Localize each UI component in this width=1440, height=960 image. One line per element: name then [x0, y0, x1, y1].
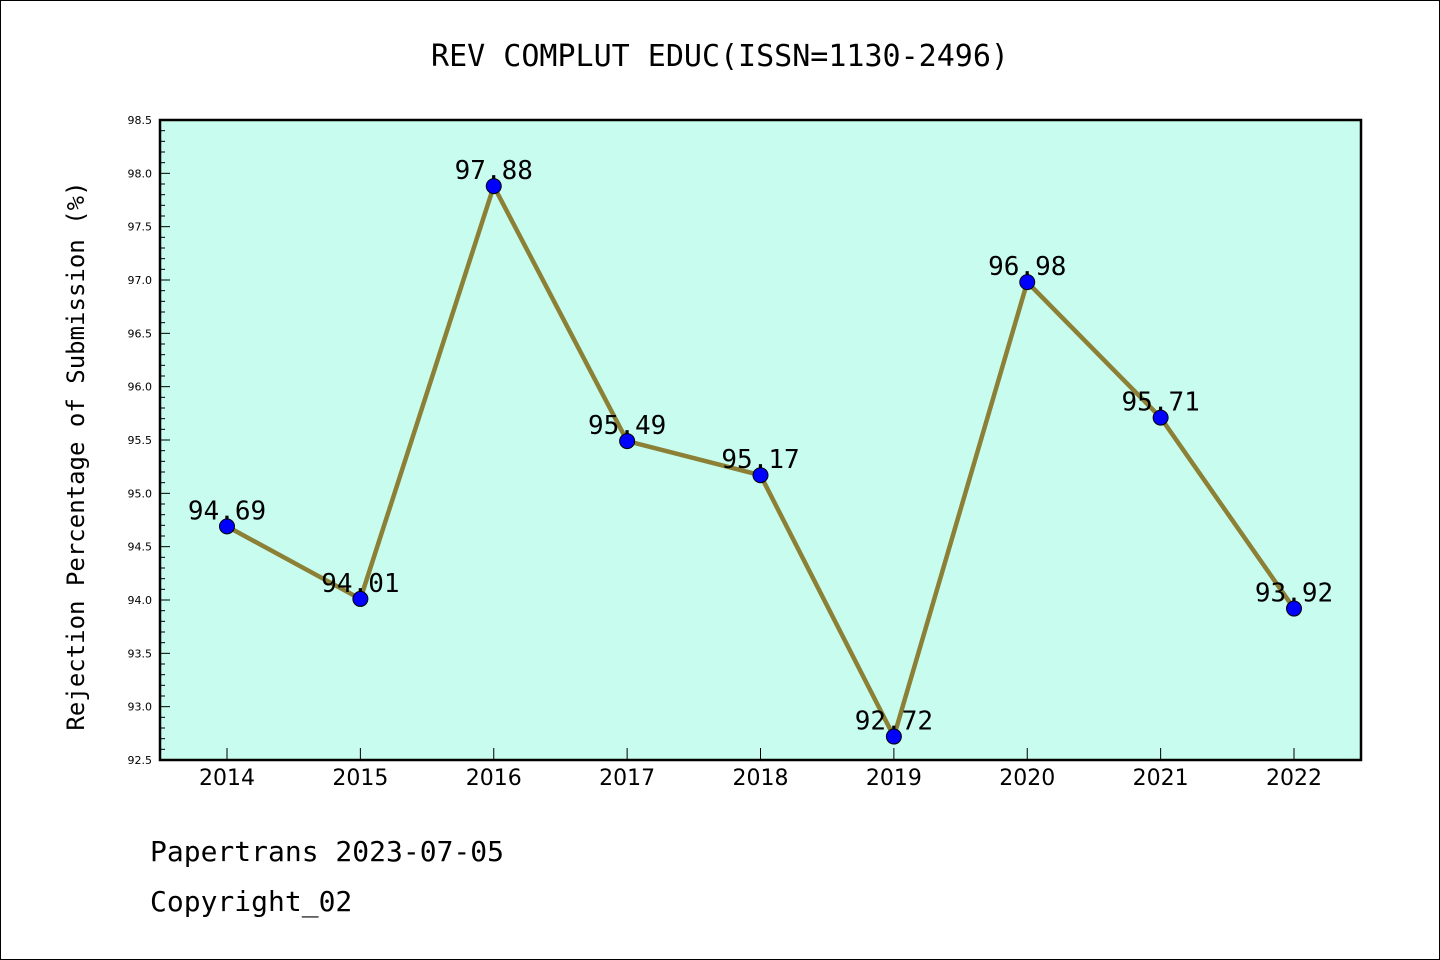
data-point: [1019, 274, 1036, 291]
y-axis-label: Rejection Percentage of Submission (%): [62, 181, 90, 730]
y-tick-label: 95.0: [128, 487, 153, 500]
data-point: [1286, 600, 1302, 617]
data-label: 95.49: [588, 411, 666, 441]
y-axis-ticks: 92.5 93.0 93.5 94.0 94.5 95.0 95.5 96.0 96.5 97.0…: [128, 114, 170, 767]
data-point: [885, 728, 902, 745]
y-tick-label: 92.5: [128, 754, 153, 767]
data-label: 95.17: [721, 445, 799, 475]
y-tick-label: 96.0: [128, 381, 153, 394]
data-label: 93.92: [1255, 579, 1333, 609]
x-tick-label: 2019: [866, 766, 922, 791]
x-tick-label: 2014: [199, 766, 255, 791]
y-tick-label: 97.0: [128, 274, 153, 287]
series-markers: [219, 178, 1302, 745]
data-point: [752, 467, 769, 484]
data-point: [352, 590, 369, 607]
chart-title: REV COMPLUT EDUC(ISSN=1130-2496): [431, 39, 1009, 74]
data-labels: 94.69 94.01 97.88 95.49 95.17 92.72 96.98 95.71…: [188, 156, 1333, 736]
plot-area: [160, 120, 1361, 760]
data-point: [619, 433, 636, 450]
data-label: 97.88: [455, 156, 533, 186]
x-tick-label: 2021: [1133, 766, 1189, 791]
x-tick-label: 2018: [733, 766, 789, 791]
y-tick-label: 93.5: [128, 647, 153, 660]
y-tick-label: 95.5: [128, 434, 153, 447]
plot-border: [158, 118, 1363, 762]
y-tick-label: 98.0: [128, 167, 153, 180]
data-label: 95.71: [1121, 388, 1199, 418]
x-tick-label: 2017: [599, 766, 655, 791]
data-point: [219, 518, 235, 535]
y-tick-label: 93.0: [128, 701, 153, 714]
footer-copyright-text: Copyright_02: [150, 885, 353, 918]
data-point: [1152, 409, 1169, 426]
data-label: 92.72: [855, 707, 933, 737]
y-tick-label: 97.5: [128, 221, 153, 234]
data-point: [485, 178, 502, 195]
x-tick-label: 2015: [332, 766, 388, 791]
y-tick-label: 98.5: [128, 114, 153, 127]
x-tick-label: 2020: [999, 766, 1055, 791]
data-label: 94.01: [321, 569, 399, 599]
data-label: 96.98: [988, 252, 1066, 282]
x-tick-label: 2022: [1266, 766, 1322, 791]
x-tick-label: 2016: [466, 766, 522, 791]
footer-date-text: Papertrans 2023-07-05: [150, 835, 505, 868]
y-tick-label: 94.5: [128, 541, 153, 554]
y-tick-label: 96.5: [128, 327, 153, 340]
data-label: 94.69: [188, 496, 266, 526]
x-axis-ticks: 2014 2015 2016 2017 2018 2019 2020 2021 2022: [199, 748, 1322, 791]
y-tick-label: 94.0: [128, 594, 153, 607]
